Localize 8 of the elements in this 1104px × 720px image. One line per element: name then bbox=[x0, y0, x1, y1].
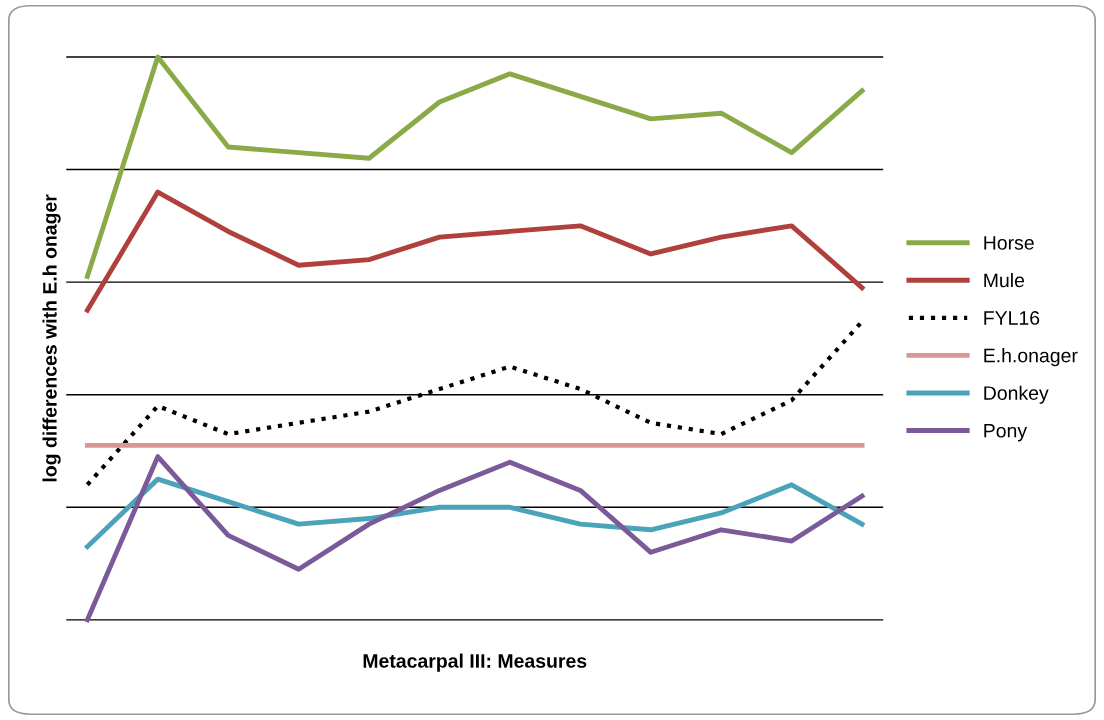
legend-label: Donkey bbox=[984, 385, 1049, 404]
legend-label: FYL16 bbox=[984, 311, 1040, 325]
legend-label: Pony bbox=[984, 423, 1028, 442]
x-axis-title: Metacarpal III: Measures bbox=[363, 653, 587, 672]
y-axis-title: log differences with E.h onager bbox=[42, 194, 61, 482]
legend-label: Mule bbox=[984, 272, 1025, 288]
legend-label: E.h.onager bbox=[984, 348, 1078, 367]
legend-label: Horse bbox=[984, 236, 1034, 250]
